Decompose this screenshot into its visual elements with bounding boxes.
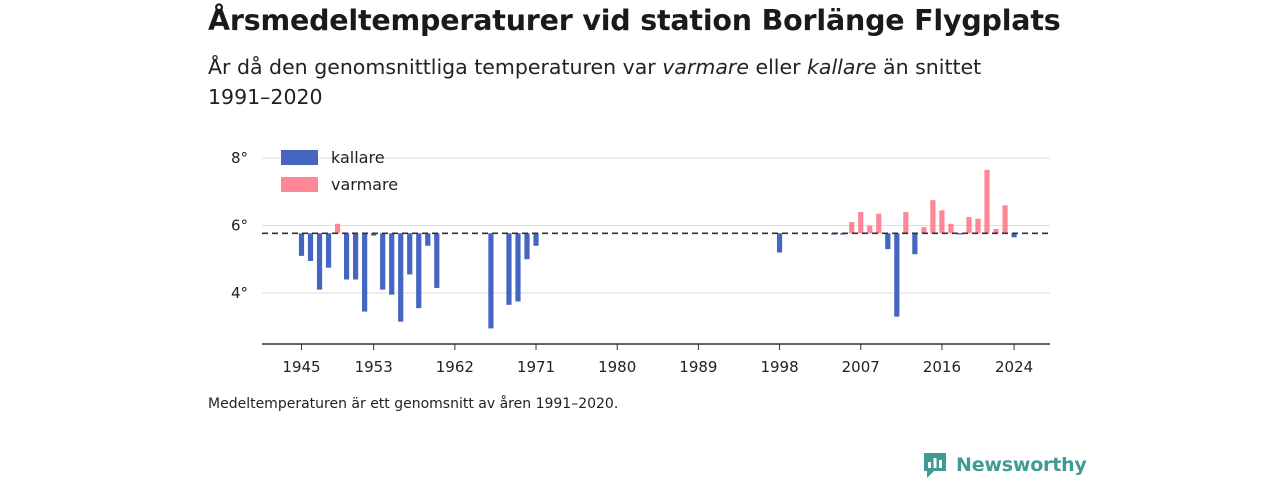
bar-colder bbox=[325, 233, 332, 268]
newsworthy-logo[interactable]: Newsworthy bbox=[922, 451, 1087, 479]
bar-warmer bbox=[849, 222, 855, 234]
bar-warmer bbox=[903, 212, 909, 234]
chart-footnote: Medeltemperaturen är ett genomsnitt av å… bbox=[208, 396, 619, 412]
chart-title: Årsmedeltemperaturer vid station Borläng… bbox=[208, 4, 1061, 37]
bar-colder bbox=[353, 233, 359, 280]
y-tick-label: 6° bbox=[231, 217, 248, 235]
bar-colder bbox=[894, 233, 900, 317]
bar-colder bbox=[488, 233, 494, 329]
temperature-bars bbox=[298, 169, 1017, 329]
chart-subtitle: År då den genomsnittliga temperaturen va… bbox=[208, 52, 1028, 112]
y-tick-label: 8° bbox=[231, 149, 248, 167]
bar-colder bbox=[298, 233, 305, 256]
subtitle-part-1: År då den genomsnittliga temperaturen va… bbox=[208, 55, 663, 79]
bar-colder bbox=[524, 233, 530, 260]
x-tick-label: 1962 bbox=[436, 358, 474, 376]
bar-colder bbox=[1011, 233, 1017, 238]
x-tick-label: 2016 bbox=[923, 358, 961, 376]
legend-swatch-varmare bbox=[281, 177, 318, 192]
bar-colder bbox=[912, 233, 918, 255]
bar-colder bbox=[389, 233, 395, 295]
bar-colder bbox=[425, 233, 431, 246]
bar-colder bbox=[533, 233, 539, 246]
x-tick-label: 1989 bbox=[679, 358, 717, 376]
bar-colder bbox=[307, 233, 314, 261]
bar-colder bbox=[371, 233, 377, 236]
bar-warmer bbox=[975, 218, 981, 234]
subtitle-part-2: eller bbox=[748, 55, 808, 79]
bar-colder bbox=[316, 233, 323, 290]
bar-warmer bbox=[939, 210, 945, 234]
y-axis-ticks: 4° 6° 8° bbox=[231, 149, 248, 302]
bar-warmer bbox=[930, 200, 936, 234]
subtitle-cold-word: kallare bbox=[807, 55, 877, 79]
bar-warmer bbox=[867, 225, 873, 234]
brand-name: Newsworthy bbox=[956, 454, 1087, 476]
legend-label-kallare: kallare bbox=[331, 148, 385, 167]
bar-colder bbox=[885, 233, 891, 250]
bar-colder bbox=[434, 233, 440, 288]
subtitle-warm-word: varmare bbox=[662, 55, 749, 79]
newsworthy-chart-logo-icon bbox=[924, 453, 946, 478]
bar-colder bbox=[344, 233, 350, 280]
bar-colder bbox=[362, 233, 368, 312]
x-axis-ticks: 1945 1953 1962 1971 1980 1989 1998 2007 2016 2024 bbox=[282, 344, 1033, 376]
x-tick-label: 1945 bbox=[282, 358, 320, 376]
bar-colder bbox=[515, 233, 521, 302]
bar-warmer bbox=[858, 212, 864, 234]
x-tick-label: 2024 bbox=[995, 358, 1033, 376]
x-tick-label: 2007 bbox=[842, 358, 880, 376]
bar-colder bbox=[398, 233, 404, 322]
bar-colder bbox=[957, 233, 963, 235]
legend-swatch-kallare bbox=[281, 150, 318, 165]
bar-warmer bbox=[334, 223, 341, 234]
bar-colder bbox=[416, 233, 422, 309]
subtitle-part-3: än snittet 1991–2020 bbox=[208, 55, 982, 109]
chart-legend: kallare varmare bbox=[281, 148, 398, 194]
y-tick-label: 4° bbox=[231, 284, 248, 302]
bar-warmer bbox=[993, 228, 999, 234]
bar-colder bbox=[407, 233, 413, 275]
bar-warmer bbox=[966, 217, 972, 234]
x-tick-label: 1998 bbox=[760, 358, 798, 376]
bar-colder bbox=[776, 233, 783, 253]
bar-colder bbox=[380, 233, 386, 290]
bar-warmer bbox=[1002, 205, 1008, 234]
x-tick-label: 1953 bbox=[355, 358, 393, 376]
legend-label-varmare: varmare bbox=[331, 175, 398, 194]
x-tick-label: 1971 bbox=[517, 358, 555, 376]
bar-warmer bbox=[921, 227, 927, 234]
x-tick-label: 1980 bbox=[598, 358, 636, 376]
bar-warmer bbox=[984, 169, 990, 234]
bar-warmer bbox=[876, 213, 882, 234]
bar-warmer bbox=[948, 223, 954, 234]
bar-colder bbox=[506, 233, 512, 305]
